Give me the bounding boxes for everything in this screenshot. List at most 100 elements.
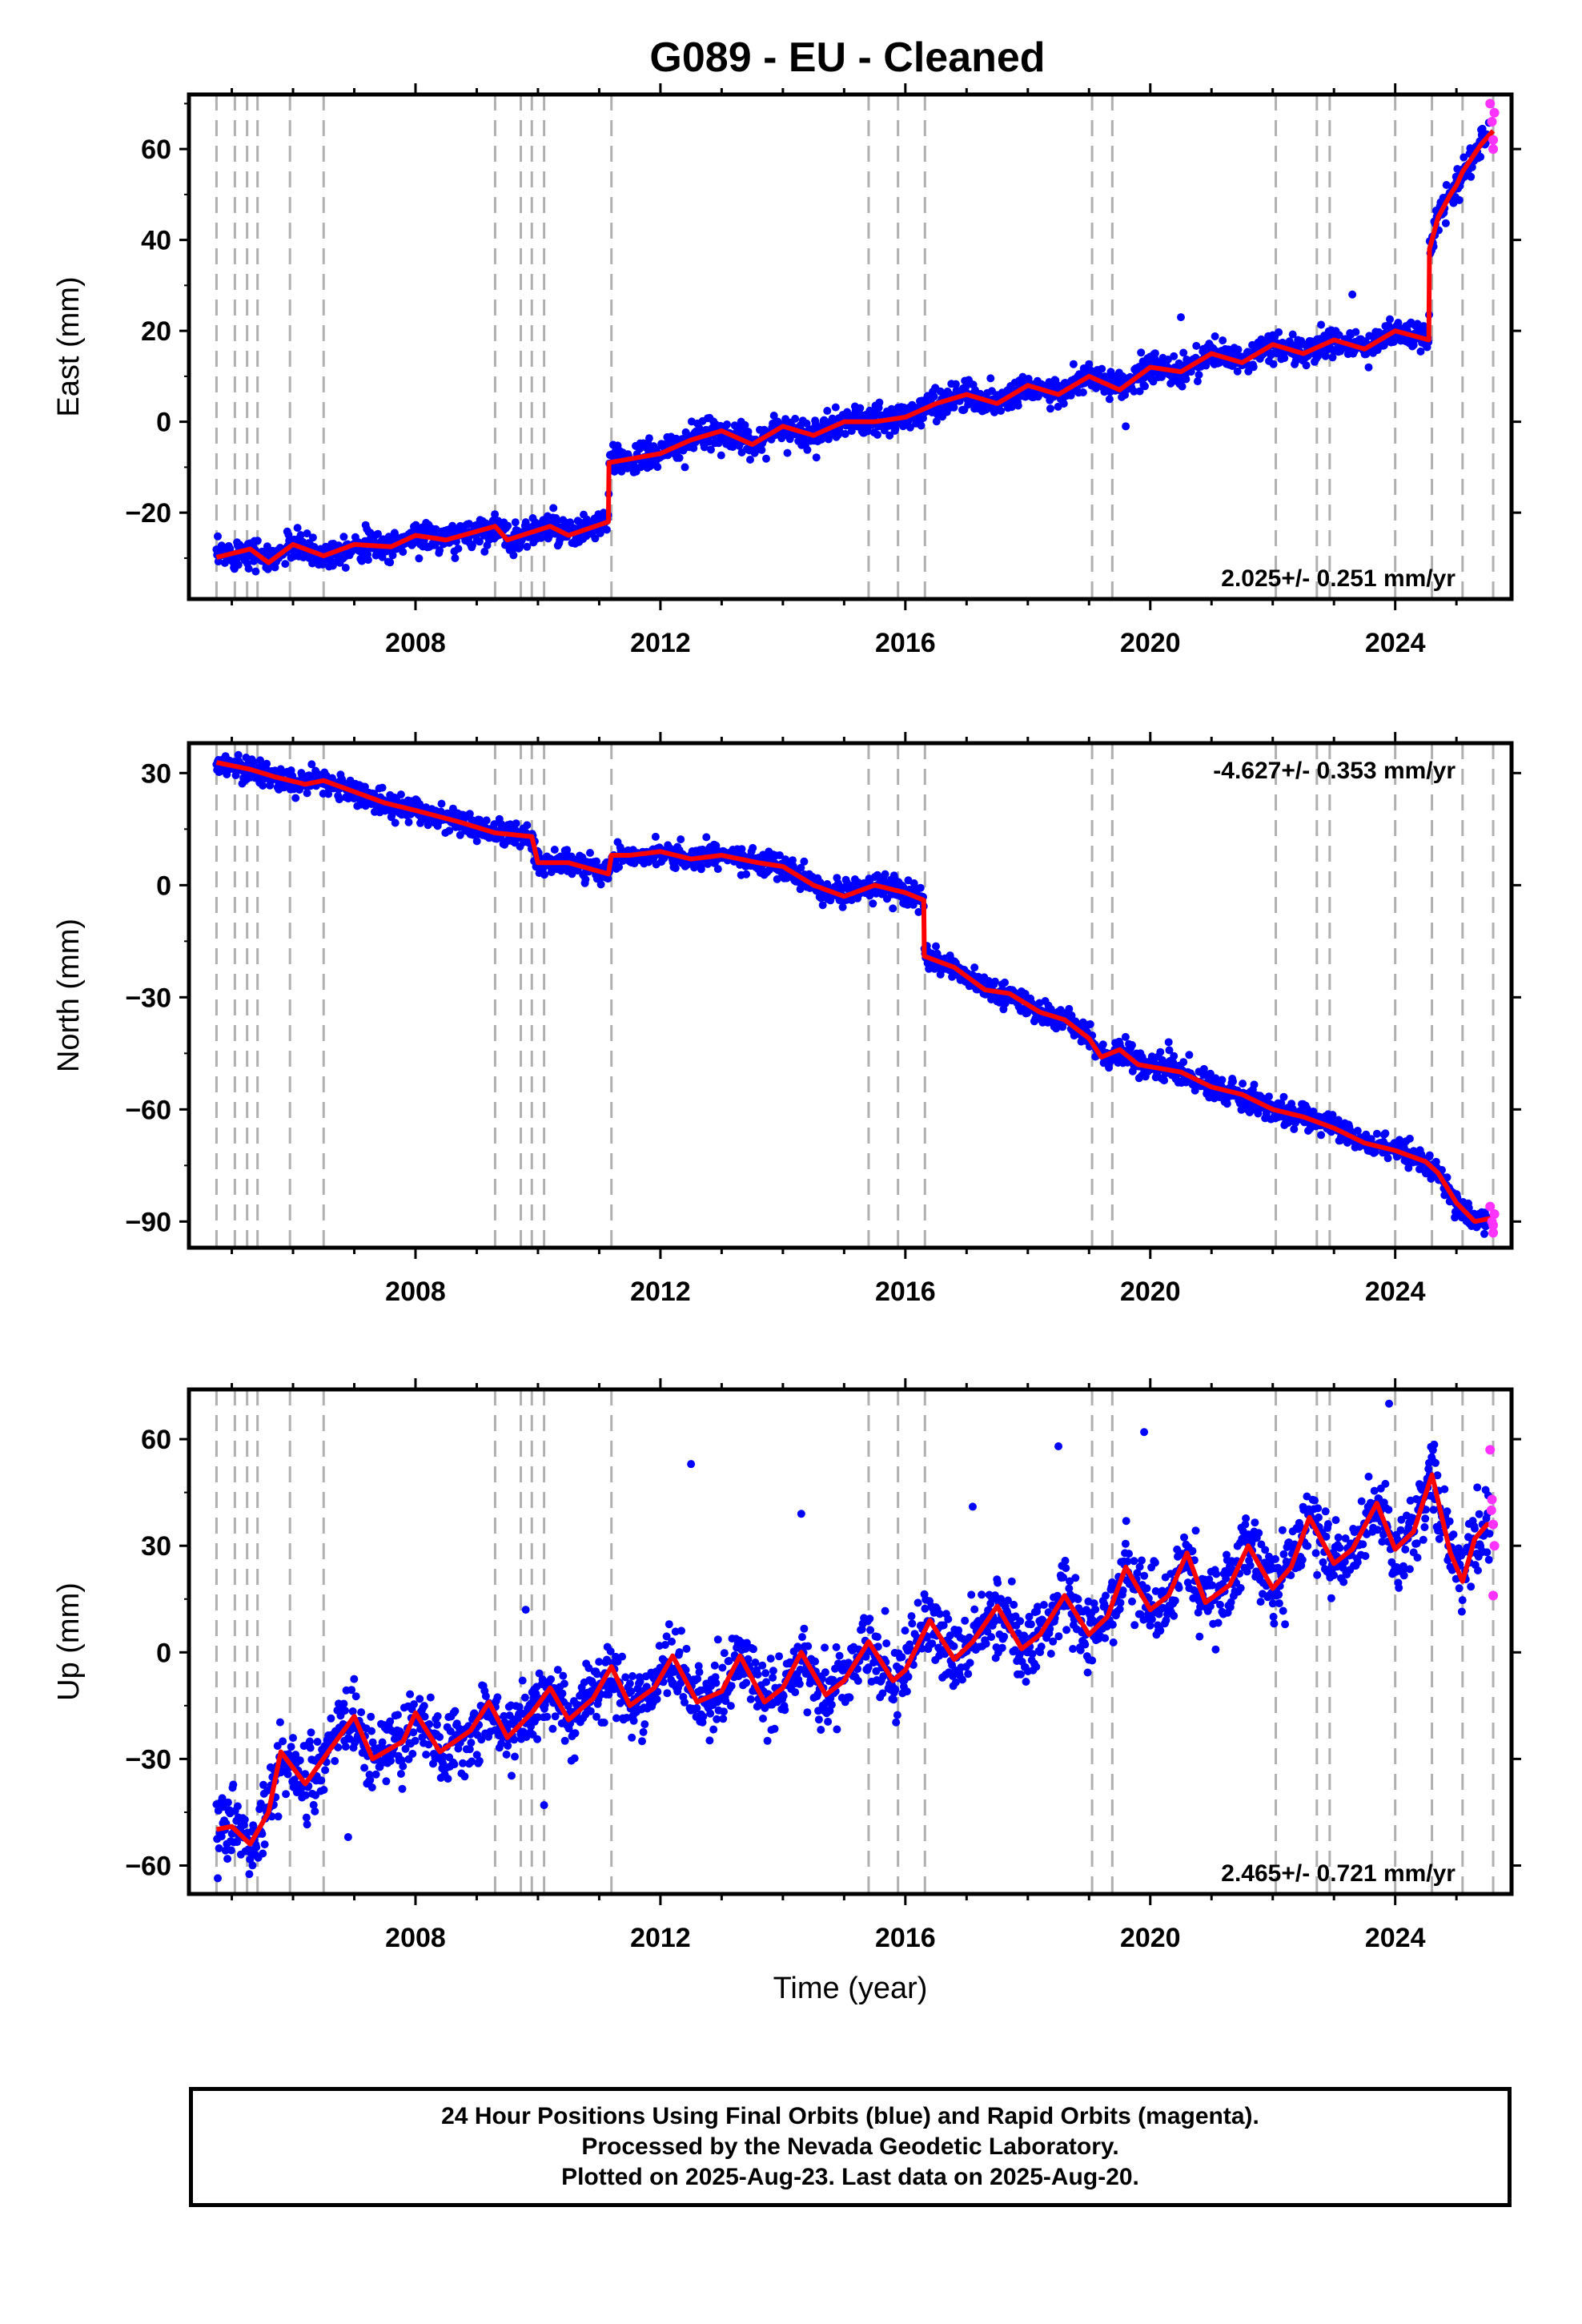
data-point — [1364, 363, 1373, 372]
data-point — [1265, 1092, 1273, 1101]
data-point — [283, 1770, 292, 1779]
data-point — [248, 1861, 257, 1870]
data-point — [625, 1679, 634, 1688]
data-point — [367, 1712, 375, 1721]
data-point — [916, 883, 925, 892]
y-tick-label: 30 — [141, 758, 171, 789]
data-point — [472, 837, 481, 846]
y-tick-label: −30 — [125, 983, 171, 1013]
y-axis-label: East (mm) — [52, 276, 86, 416]
data-point — [891, 424, 900, 433]
data-point — [652, 1695, 661, 1703]
data-point — [382, 1777, 391, 1786]
data-point — [560, 1736, 569, 1745]
final-orbit-points — [212, 750, 1494, 1238]
data-point — [838, 903, 847, 911]
data-point — [412, 521, 420, 529]
data-point — [1280, 354, 1289, 363]
data-point — [437, 799, 446, 808]
plot-area — [212, 743, 1500, 1248]
data-point — [509, 551, 518, 560]
data-point — [502, 1750, 511, 1759]
data-point — [415, 554, 424, 563]
data-point — [769, 412, 778, 420]
x-tick-label: 2016 — [875, 628, 936, 658]
data-point — [644, 434, 653, 443]
data-point — [420, 1702, 428, 1711]
data-point — [234, 561, 243, 569]
data-point — [651, 832, 660, 841]
y-tick-label: 0 — [156, 870, 171, 901]
data-point — [1229, 1077, 1237, 1086]
data-point — [1211, 332, 1219, 340]
data-point — [702, 833, 711, 842]
data-point — [800, 857, 809, 866]
data-point — [386, 558, 395, 567]
x-tick-label: 2020 — [1120, 628, 1181, 658]
data-point — [303, 789, 311, 798]
data-point — [263, 759, 271, 768]
data-point — [360, 1763, 369, 1772]
x-tick-label: 2008 — [385, 628, 446, 658]
data-point — [563, 846, 572, 854]
data-point — [319, 1786, 328, 1794]
data-point — [223, 1855, 232, 1864]
data-point — [549, 504, 558, 513]
data-point — [1059, 400, 1068, 408]
page-title: G089 - EU - Cleaned — [649, 34, 1046, 81]
data-point — [227, 1846, 235, 1855]
data-point — [1302, 361, 1311, 370]
data-point — [729, 443, 737, 452]
data-point — [875, 398, 884, 407]
data-point — [547, 1675, 555, 1683]
data-point — [259, 1849, 267, 1858]
data-point — [411, 1736, 420, 1745]
data-point — [1179, 348, 1188, 357]
data-point — [802, 419, 811, 428]
data-point — [707, 445, 715, 454]
data-point — [558, 1689, 567, 1698]
data-point — [1170, 1051, 1178, 1060]
data-point — [1467, 172, 1476, 181]
data-point — [408, 1750, 417, 1758]
data-point — [308, 533, 317, 542]
data-point — [586, 849, 594, 857]
data-point — [831, 403, 840, 412]
plot-frame — [187, 741, 1514, 1250]
final-orbit-points — [212, 119, 1494, 576]
data-point — [665, 1620, 673, 1629]
data-point — [252, 1843, 261, 1852]
data-point — [905, 423, 914, 432]
rapid-point — [1489, 107, 1500, 118]
rapid-point — [1488, 144, 1499, 155]
data-point — [341, 1707, 349, 1715]
data-point — [433, 1712, 442, 1720]
data-point — [1069, 360, 1078, 368]
rate-annotation: 2.025+/- 0.251 mm/yr — [1221, 565, 1456, 592]
data-point — [398, 1784, 407, 1793]
data-point — [481, 1692, 490, 1700]
rapid-point — [1487, 117, 1497, 127]
data-point — [856, 404, 865, 412]
data-point — [1386, 315, 1394, 324]
data-point — [863, 427, 872, 436]
plot-area — [212, 94, 1500, 599]
data-point — [1317, 320, 1326, 329]
data-point — [710, 1661, 719, 1670]
data-point — [712, 1679, 721, 1687]
data-point — [391, 818, 400, 827]
data-point — [229, 1780, 238, 1789]
data-point — [291, 794, 300, 802]
data-point — [233, 1802, 242, 1811]
data-point — [317, 1776, 326, 1785]
data-point — [550, 846, 559, 854]
data-point — [475, 1757, 484, 1765]
data-point — [932, 942, 940, 951]
data-point — [444, 1775, 452, 1783]
data-point — [951, 380, 960, 388]
data-point — [591, 534, 600, 543]
x-tick-label: 2008 — [385, 1277, 446, 1307]
